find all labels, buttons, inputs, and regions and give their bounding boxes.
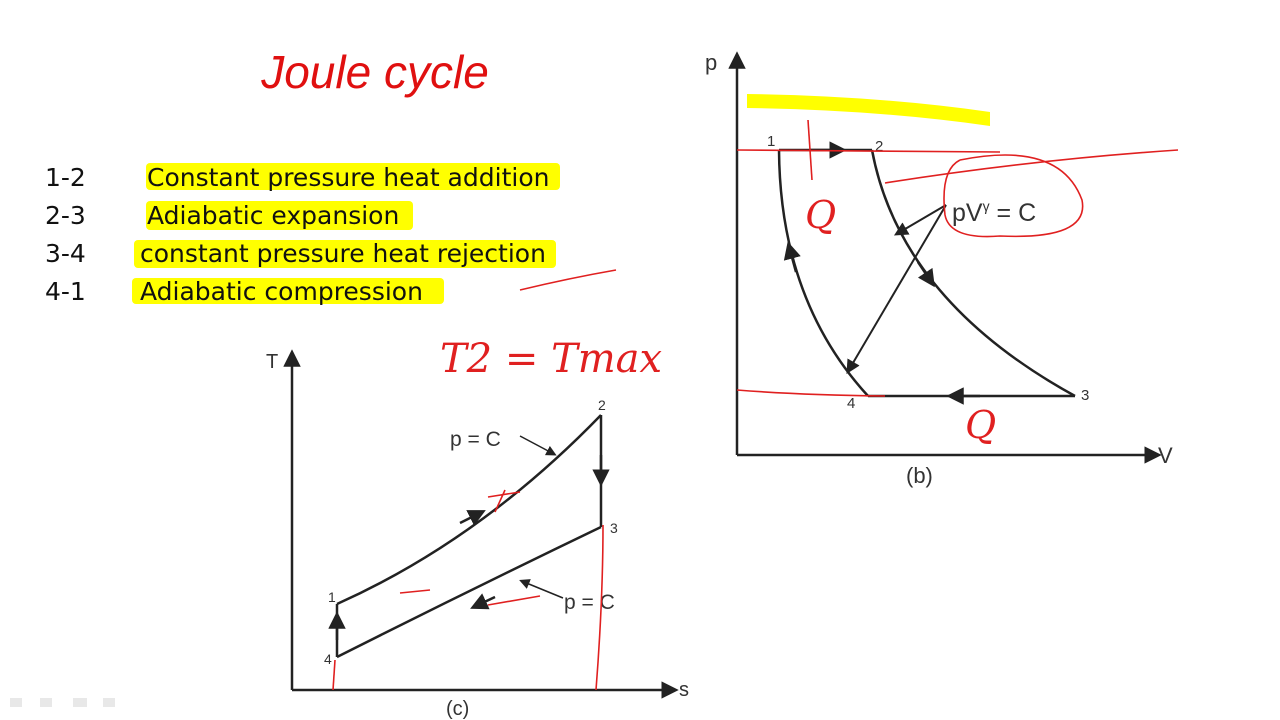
step-text: constant pressure heat rejection (140, 239, 546, 268)
step: 2-3 (45, 201, 86, 230)
process-label: p = C (450, 428, 501, 451)
step-text: Adiabatic expansion (147, 201, 399, 230)
axis-label: s (679, 679, 689, 701)
point-label: 4 (847, 395, 855, 412)
point-label: 2 (598, 397, 606, 413)
step: 4-1 (45, 277, 86, 306)
point-label: 2 (875, 138, 883, 155)
point-label: 3 (610, 520, 618, 536)
pv-labels: p V (b) 1 2 3 4 pVγ = C (705, 50, 1173, 488)
handwriting-strokes (332, 119, 1179, 691)
process-label: p = C (564, 591, 615, 614)
label-tail: = C (990, 199, 1037, 227)
label-base: pV (952, 199, 983, 227)
pv-diagram (728, 51, 1162, 464)
point-label: 1 (767, 133, 775, 150)
annotation: T2 = Tmax (440, 336, 662, 382)
axis-label: V (1158, 443, 1173, 468)
highlights (132, 94, 990, 304)
ts-labels: T s (c) 1 2 3 4 p = C p = C (266, 351, 689, 720)
step-text: Adiabatic compression (140, 277, 423, 306)
ts-diagram (283, 349, 679, 699)
step-text: Constant pressure heat addition (147, 163, 549, 192)
slide-nav[interactable] (10, 698, 115, 707)
step: 3-4 (45, 239, 86, 268)
slide-title: Joule cycle (260, 46, 489, 98)
process-list: 1-2 Constant pressure heat addition 2-3 … (45, 163, 549, 306)
axis-label: p (705, 50, 717, 75)
label-superscript: γ (983, 198, 990, 214)
axis-label: T (266, 351, 278, 373)
point-label: 3 (1081, 387, 1089, 404)
process-label: pVγ = C (952, 198, 1036, 227)
annotation: Q (805, 193, 836, 237)
annotation: Q (965, 403, 996, 447)
step: 1-2 (45, 163, 86, 192)
point-label: 4 (324, 651, 332, 667)
caption: (c) (446, 698, 469, 720)
point-label: 1 (328, 589, 336, 605)
caption: (b) (906, 463, 933, 488)
